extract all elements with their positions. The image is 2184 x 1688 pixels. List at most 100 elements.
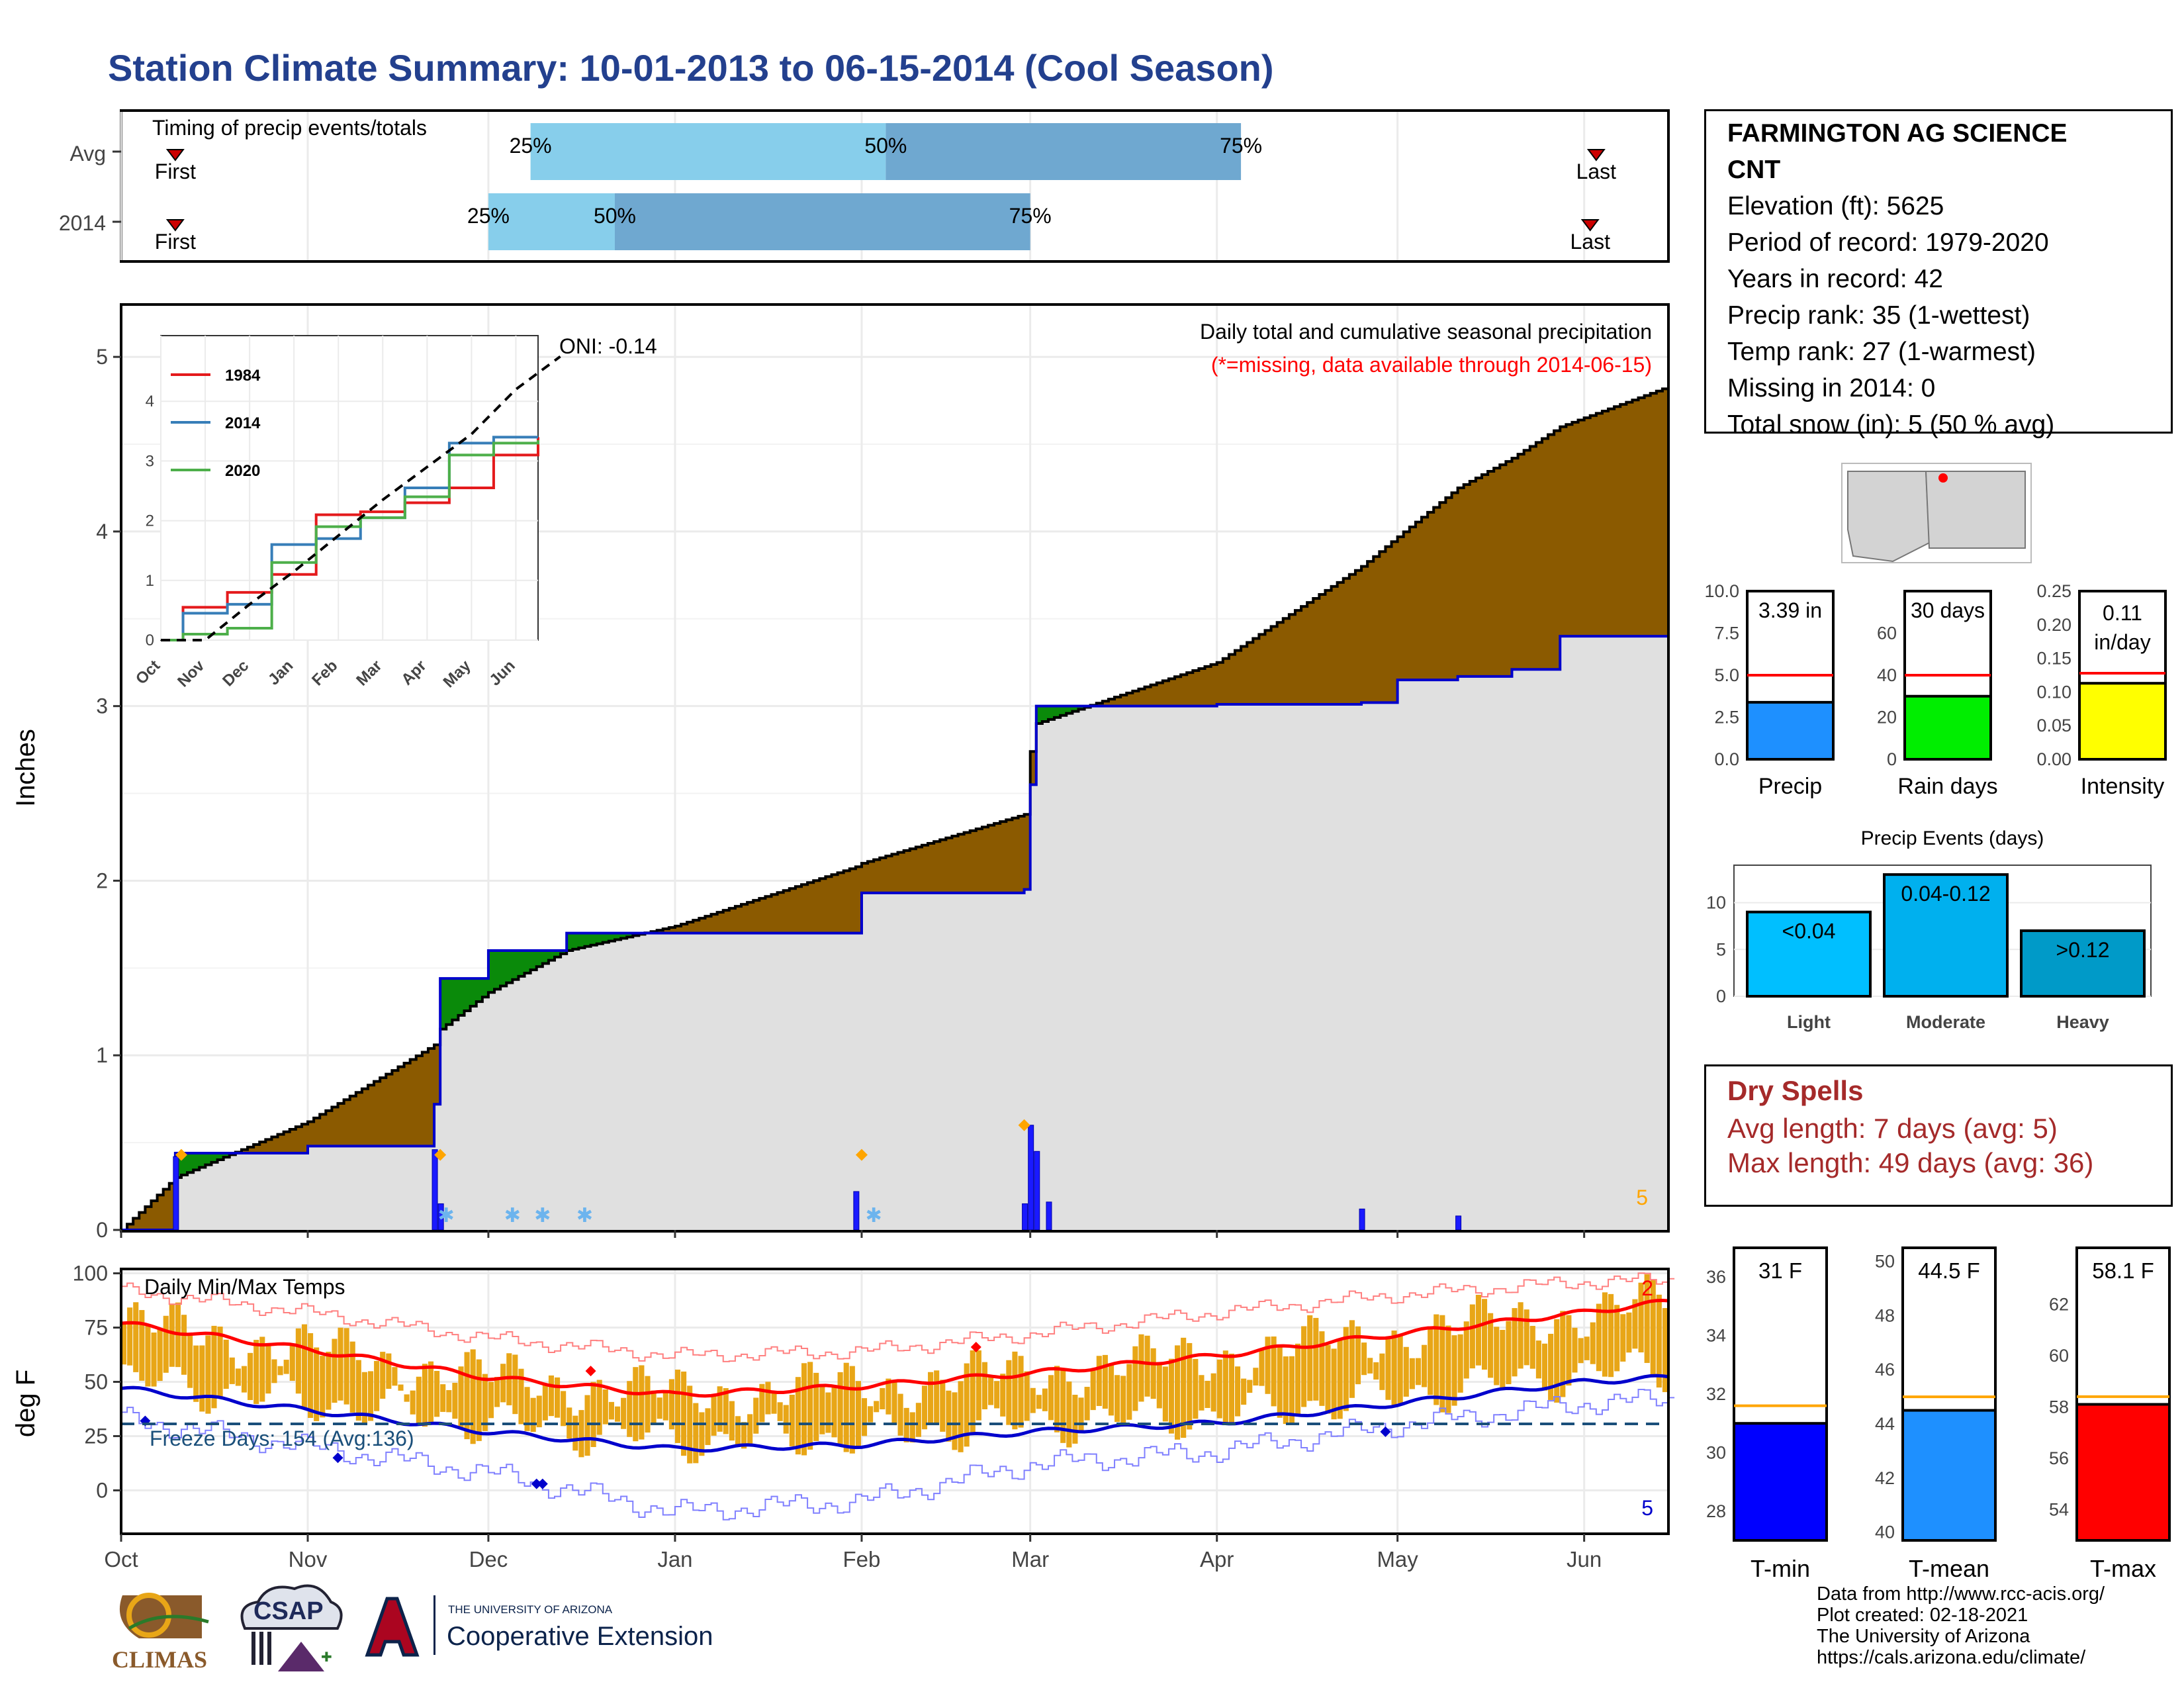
temp-range-bar	[271, 1359, 277, 1383]
temp-range-bar	[657, 1397, 662, 1419]
temp-ylabel: deg F	[11, 1370, 40, 1437]
temp-range-bar	[355, 1360, 361, 1421]
temp-range-bar	[735, 1416, 741, 1447]
intensity-value: 0.11	[2103, 601, 2142, 625]
temp-range-bar	[1566, 1315, 1572, 1386]
temp-range-bar	[458, 1366, 464, 1430]
intensity-ytick-label: 0.00	[2036, 749, 2071, 769]
precip-ytick-label: 4	[96, 520, 108, 543]
precip-ytick-label: 3	[96, 694, 108, 718]
temp-range-bar	[1307, 1315, 1313, 1401]
rain_days-ytick-label: 0	[1887, 749, 1897, 769]
temp-summary-bars: 31 F 28 30 32 34 36 T-min 44.5 F 40 42 44 46 48 50 T-m…	[1706, 1246, 2171, 1582]
temp-range-bar	[1120, 1376, 1126, 1425]
events-category-label: Light	[1787, 1012, 1831, 1032]
tmin-ytick-label: 28	[1706, 1501, 1726, 1521]
temp-range-bar	[1018, 1356, 1024, 1428]
freeze-days: Freeze Days: 154 (Avg:136)	[150, 1427, 414, 1450]
tmin-ytick-label: 34	[1706, 1326, 1726, 1346]
temp-range-bar	[187, 1333, 193, 1388]
climas-text: CLIMAS	[112, 1646, 208, 1673]
temp-range-bar	[1115, 1375, 1120, 1423]
temp-range-bar	[289, 1343, 295, 1381]
temp-range-bar	[211, 1325, 217, 1409]
inset-ytick-label: 2	[146, 512, 154, 530]
temp-range-bar	[1042, 1388, 1048, 1411]
precip-bar	[1746, 700, 1835, 761]
month-label: Oct	[104, 1547, 138, 1571]
temp-range-bar	[1187, 1342, 1193, 1430]
temp-range-bar	[259, 1336, 265, 1402]
temp-range-bar	[338, 1327, 343, 1401]
inset-average-line	[161, 355, 561, 641]
temp-range-bar	[771, 1391, 777, 1414]
rain_days-ytick-label: 60	[1877, 624, 1897, 643]
temp-range-bar	[861, 1398, 868, 1436]
tmean-ytick-label: 44	[1875, 1414, 1895, 1434]
record-high-marker-icon	[585, 1366, 596, 1377]
precip-panel: ✱ ✱ ✱ ✱ ✱ 0 1 2 3 4 5 Inches Daily total and cumu…	[11, 303, 1670, 1242]
temp-range-bar	[1241, 1378, 1247, 1405]
tmax-bar	[2075, 1403, 2171, 1542]
total-snow: Total snow (in): 5 (50 % avg)	[1727, 410, 2055, 439]
station-name: FARMINGTON AG SCIENCE	[1727, 119, 2068, 148]
max-record-marker-icon	[1018, 1119, 1030, 1131]
credit-url: https://cals.arizona.edu/climate/	[1817, 1647, 2086, 1668]
rain_days-ytick-label: 20	[1877, 708, 1897, 727]
rain_days-value: 30 days	[1911, 598, 1985, 622]
inset-ytick-label: 1	[146, 572, 154, 590]
temp-range-bar	[621, 1397, 627, 1429]
temp-range-bar	[958, 1381, 964, 1452]
temp-range-bar	[855, 1381, 861, 1448]
max-record-marker-icon	[175, 1149, 187, 1161]
temp-range-bar	[1584, 1336, 1590, 1360]
timing-bars	[488, 123, 1242, 250]
coop-extension: Cooperative Extension	[447, 1622, 713, 1651]
timing-p50-label: 50%	[864, 134, 907, 158]
temp-range-bar	[1626, 1312, 1632, 1353]
temp-range-bar	[524, 1387, 530, 1431]
ua-block-a-icon	[365, 1597, 420, 1657]
credit-data-source: Data from http://www.rcc-acis.org/	[1817, 1583, 2105, 1605]
temp-range-bar	[482, 1374, 488, 1431]
temp-range-bar	[1451, 1335, 1457, 1406]
precip-rank: Precip rank: 35 (1-wettest)	[1727, 301, 2030, 330]
precip-ytick-label: 0	[96, 1218, 108, 1242]
temp-range-bar	[729, 1401, 735, 1441]
temp-range-bar	[488, 1382, 494, 1419]
avg-max-line	[120, 1299, 1669, 1398]
temp-range-bar	[627, 1381, 633, 1437]
temp-range-bar	[1343, 1327, 1349, 1411]
temp-range-bar	[1271, 1336, 1277, 1407]
temp-range-bar	[1331, 1348, 1337, 1420]
temp-range-bar	[765, 1382, 771, 1415]
temp-range-bar	[1216, 1359, 1222, 1419]
temp-range-bar	[1205, 1380, 1210, 1409]
temp-range-bar	[1428, 1326, 1433, 1395]
precip-ytick-label: 7.5	[1714, 624, 1739, 643]
tmean-ytick-label: 40	[1875, 1523, 1895, 1542]
temp-range-bar	[1138, 1334, 1144, 1402]
temp-range-bar	[1608, 1293, 1614, 1378]
temp-range-bar	[662, 1392, 668, 1421]
temp-range-bar	[440, 1384, 446, 1412]
inset-ytick-label: 0	[146, 632, 154, 649]
temp-range-bar	[1554, 1319, 1560, 1403]
inset-legend-label: 2014	[225, 414, 261, 432]
first-marker-icon	[165, 149, 185, 162]
temp-range-bar	[837, 1372, 843, 1446]
credit-university: The University of Arizona	[1817, 1626, 2030, 1647]
temp-range-bar	[651, 1390, 657, 1425]
temp-range-bar	[555, 1377, 561, 1418]
temp-range-bar	[235, 1368, 241, 1386]
temp-range-bar	[1656, 1294, 1662, 1388]
inset-legend-label: 1984	[225, 367, 261, 385]
events-bar-label: <0.04	[1782, 919, 1836, 943]
temp-range-bar	[1650, 1280, 1656, 1377]
tmin-ytick-label: 36	[1706, 1267, 1726, 1287]
temp-range-bar	[536, 1395, 542, 1428]
intensity-ytick-label: 0.15	[2036, 649, 2071, 669]
temp-range-bar	[1445, 1325, 1451, 1413]
temp-range-bar	[283, 1360, 289, 1374]
temp-range-bar	[332, 1338, 338, 1403]
